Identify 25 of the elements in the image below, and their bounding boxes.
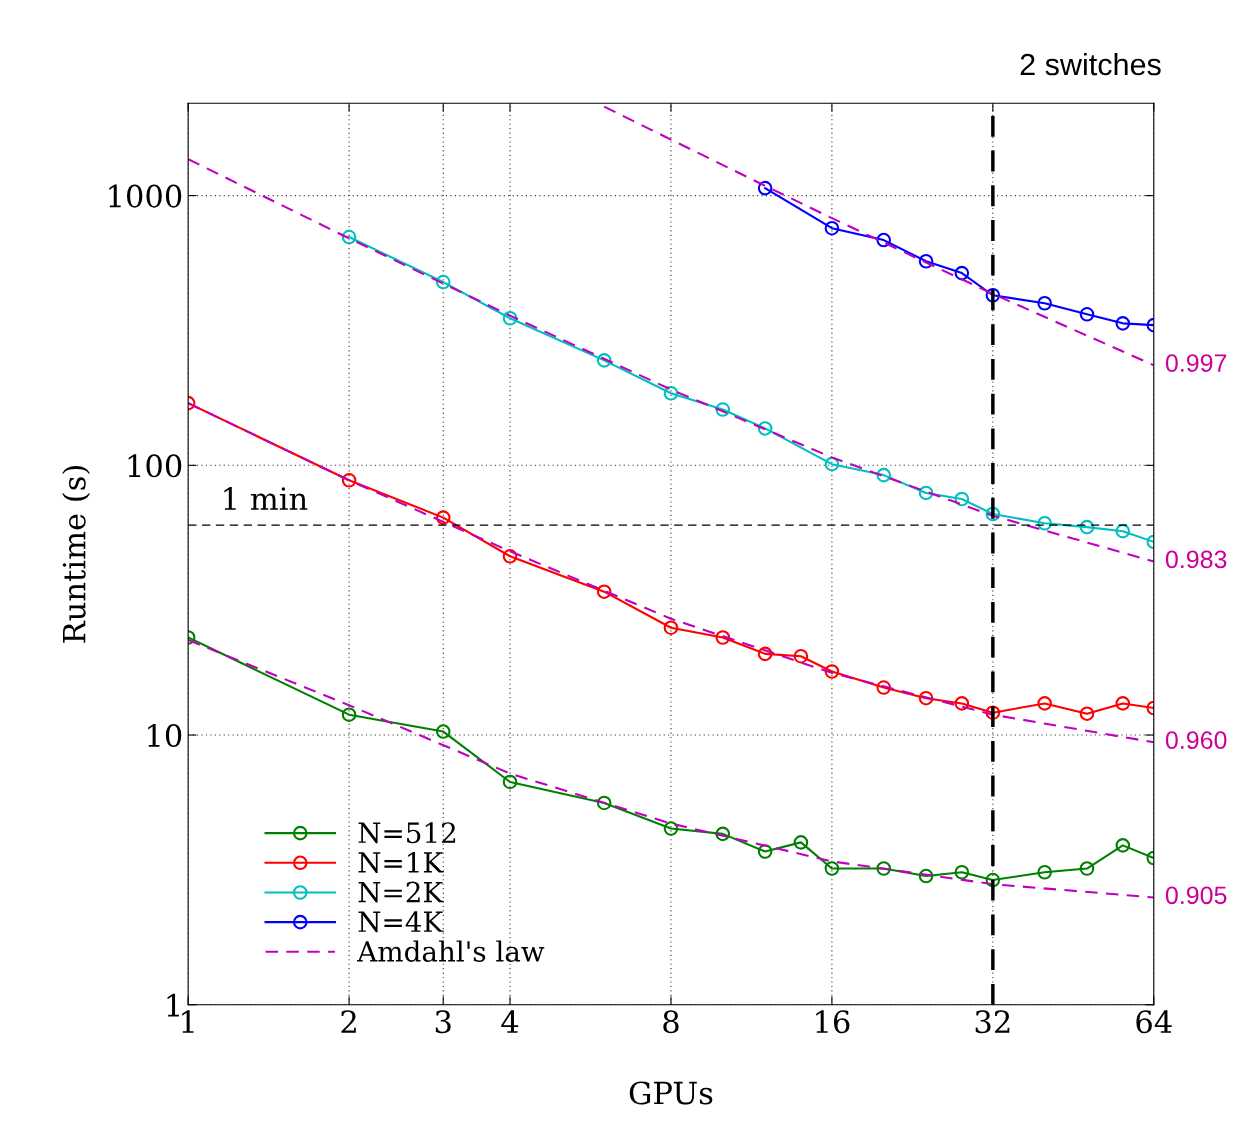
ref-line-label: 1 min [224, 487, 308, 510]
legend-label: N=1K [358, 851, 444, 873]
x-tick-label: 4 [501, 1010, 519, 1033]
y-tick-label: 1000 [109, 184, 182, 208]
x-axis-title: GPUs [629, 1081, 713, 1105]
x-tick-label: 3 [435, 1010, 451, 1034]
y-tick-label: 1 [167, 993, 179, 1017]
text: 0.997 [1165, 354, 1227, 372]
x-tick-label: 2 [341, 1010, 356, 1033]
y-tick-label: 10 [148, 723, 182, 748]
text: 0.960 [1165, 731, 1227, 749]
text: 0.905 [1165, 886, 1227, 905]
line-series [188, 158, 1154, 563]
legend-label: N=2K [358, 881, 444, 903]
y-tick-label: 100 [128, 454, 182, 478]
legend-label: N=4K [358, 911, 444, 933]
ref-line-label: 2 switches [1020, 52, 1161, 76]
y-axis-title: Runtime (s) [62, 466, 91, 643]
text: 0.983 [1165, 550, 1227, 569]
x-tick-label: 16 [816, 1010, 850, 1034]
x-tick-label: 8 [663, 1010, 679, 1034]
legend-label: Amdahl's law [357, 940, 545, 962]
x-tick-label: 64 [1136, 1010, 1172, 1034]
x-tick-label: 32 [975, 1010, 1010, 1034]
legend-label: N=512 [358, 822, 456, 844]
